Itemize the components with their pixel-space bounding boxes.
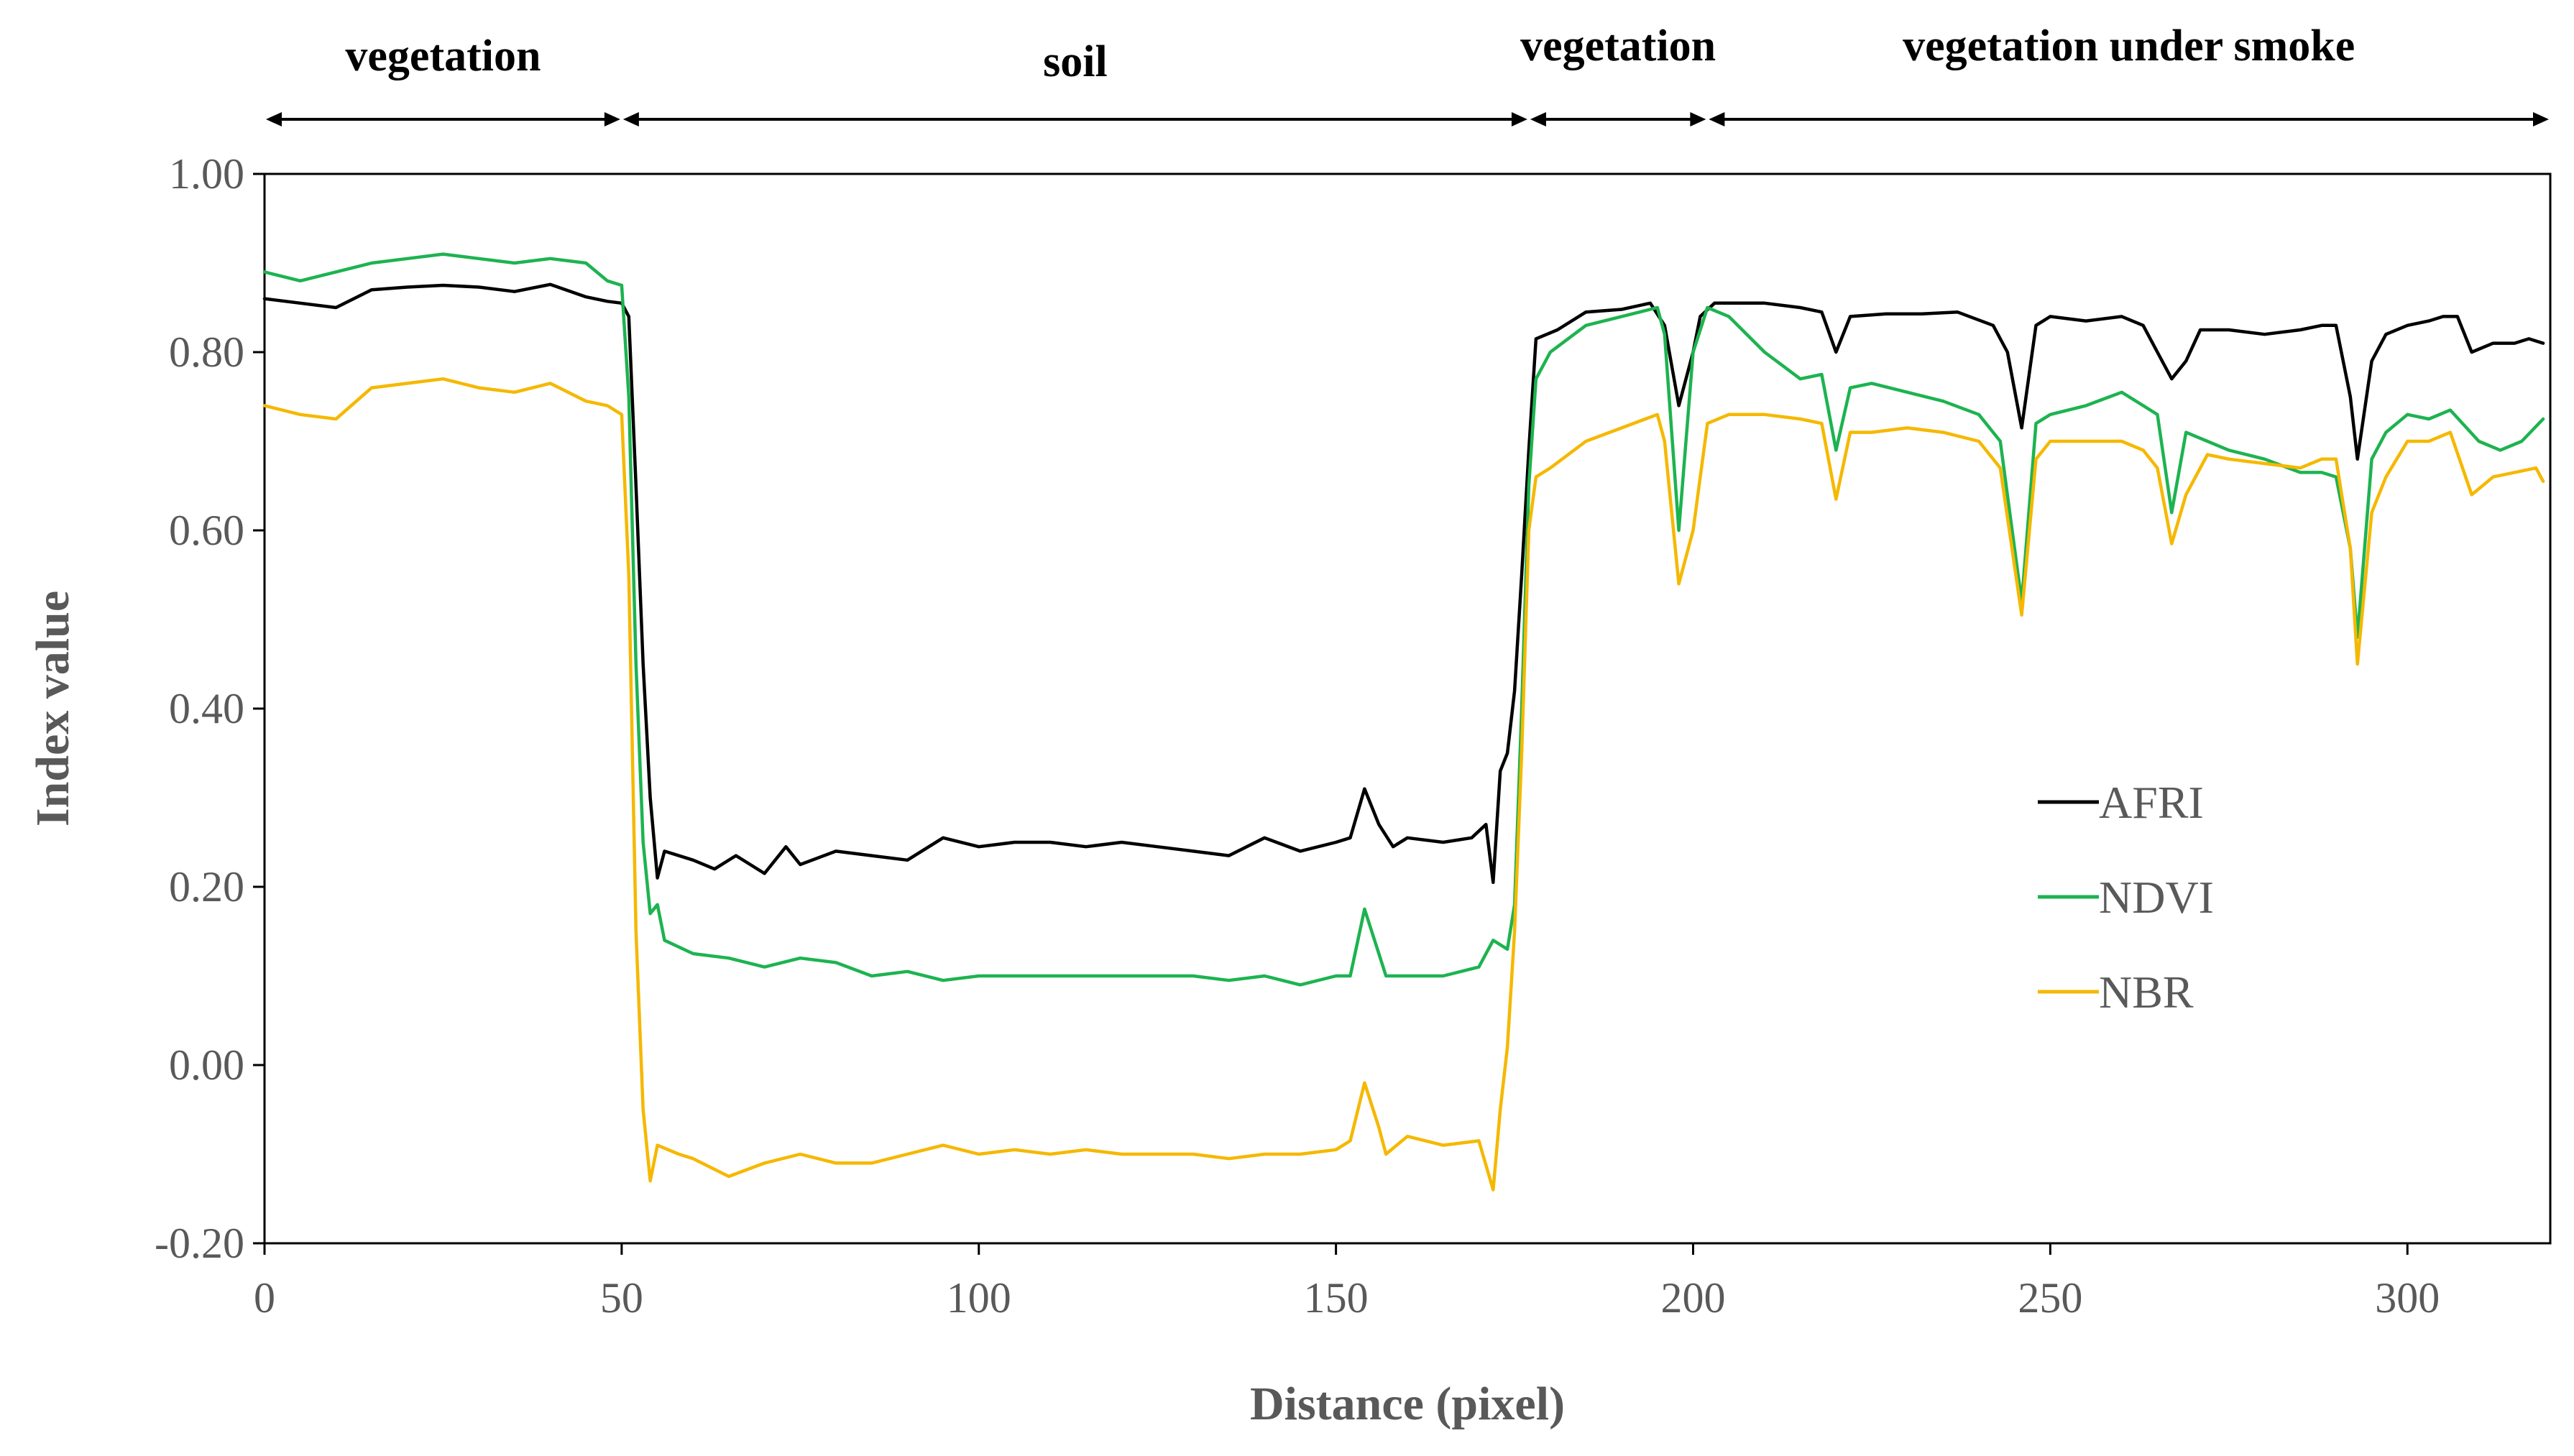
x-axis: 0 50 100 150 200 250 300	[254, 1243, 2440, 1322]
y-tick-label: 0.80	[169, 328, 244, 376]
series-lines	[262, 252, 2545, 1192]
legend: AFRI NDVI NBR	[2038, 777, 2214, 1018]
y-axis-title: Index value	[27, 591, 79, 826]
series-line-afri	[262, 282, 2545, 885]
x-tick-label: 250	[2018, 1274, 2082, 1322]
region-arrowhead-right	[1690, 112, 1706, 126]
region-label: vegetation under smoke	[1903, 22, 2355, 70]
y-axis: -0.20 0.00 0.20 0.40 0.60 0.80 1.00	[155, 150, 265, 1267]
x-tick-label: 300	[2375, 1274, 2440, 1322]
region-label: vegetation	[1520, 22, 1716, 70]
region-arrowhead-left	[1530, 112, 1546, 126]
x-tick-label: 0	[254, 1274, 275, 1322]
y-tick-label: 0.60	[169, 507, 244, 554]
region-arrowhead-right	[1511, 112, 1527, 126]
x-tick-label: 100	[947, 1274, 1011, 1322]
region-label: soil	[1043, 37, 1108, 86]
series-line-nbr	[262, 377, 2545, 1192]
region-arrowhead-left	[622, 112, 639, 126]
region-arrowhead-right	[2533, 112, 2549, 126]
legend-label-afri: AFRI	[2099, 777, 2204, 828]
y-tick-label: -0.20	[155, 1220, 244, 1267]
plot-area-frame	[263, 172, 2552, 1245]
region-label: vegetation	[345, 32, 541, 80]
y-tick-label: 0.20	[169, 863, 244, 911]
y-tick-label: 0.00	[169, 1041, 244, 1089]
region-arrowhead-left	[1709, 112, 1725, 126]
x-axis-title: Distance (pixel)	[1250, 1378, 1565, 1430]
x-tick-label: 150	[1304, 1274, 1369, 1322]
y-tick-label: 0.40	[169, 685, 244, 732]
legend-label-nbr: NBR	[2099, 967, 2194, 1018]
x-tick-label: 200	[1661, 1274, 1726, 1322]
region-arrowhead-left	[266, 112, 282, 126]
x-tick-label: 50	[600, 1274, 643, 1322]
y-tick-label: 1.00	[169, 150, 244, 198]
legend-label-ndvi: NDVI	[2099, 872, 2214, 923]
region-annotations: vegetation soil vegetation vegetation under…	[266, 22, 2549, 126]
region-arrowhead-right	[604, 112, 620, 126]
